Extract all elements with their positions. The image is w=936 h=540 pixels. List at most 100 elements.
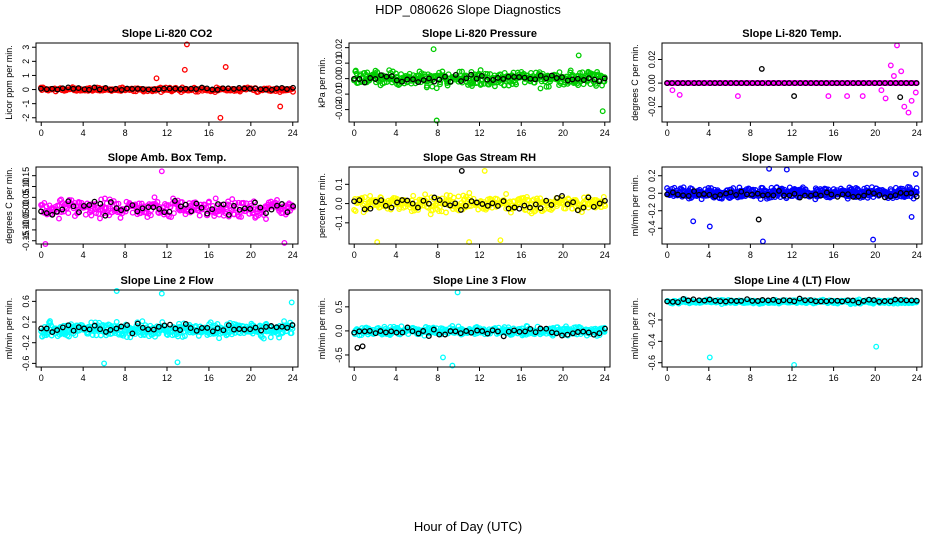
hourly-point	[145, 86, 152, 93]
hourly-point	[489, 327, 496, 334]
hourly-point	[585, 75, 592, 82]
hourly-point	[500, 198, 507, 205]
hourly-point	[388, 73, 395, 80]
hourly-point	[167, 321, 173, 328]
hourly-point	[596, 78, 603, 85]
panel-6: Slope Sample Flow ml/min per min. 0 4 8 12 16 2…	[630, 152, 923, 260]
hourly-point	[155, 86, 162, 93]
hourly-point	[786, 80, 793, 87]
outlier-point	[497, 237, 504, 244]
hourly-point	[225, 322, 232, 329]
hourly-point	[727, 80, 734, 87]
hourly-point	[473, 199, 480, 206]
panel-title: Slope Line 4 (LT) Flow	[734, 275, 850, 287]
hourly-point	[717, 298, 724, 305]
hourly-point	[420, 77, 427, 84]
hourly-point	[463, 328, 470, 334]
x-tick-label: 4	[393, 250, 398, 260]
panel-y-label: ml/min per min.	[317, 298, 327, 360]
hourly-point	[484, 202, 491, 209]
panel-2: Slope Li-820 Pressure kPa per min. 0 4 8 12 16…	[317, 28, 611, 138]
hourly-point	[209, 328, 216, 335]
x-tick-label: 4	[81, 250, 86, 260]
hourly-point	[717, 191, 724, 198]
panel-4: Slope Amb. Box Temp. degrees C per min. 0 4…	[4, 152, 299, 260]
hourly-point	[828, 191, 835, 198]
x-tick-label: 4	[706, 128, 711, 138]
hourly-point	[43, 210, 50, 217]
hourly-point	[727, 189, 734, 196]
hourly-point	[543, 197, 550, 204]
hourly-point	[701, 80, 708, 87]
hourly-point	[462, 202, 469, 209]
x-tick-label: 20	[246, 250, 256, 260]
outlier-point	[887, 62, 894, 69]
hourly-point	[585, 194, 592, 201]
hourly-point	[388, 328, 395, 335]
figure-title: HDP_080626 Slope Diagnostics	[375, 2, 561, 17]
hourly-point	[669, 189, 676, 196]
data-point	[576, 70, 583, 76]
hourly-point	[140, 86, 146, 92]
hourly-point	[236, 206, 243, 213]
data-point	[65, 210, 72, 217]
outlier-point	[870, 236, 877, 243]
hourly-point	[414, 204, 421, 211]
hourly-point	[274, 202, 280, 209]
hourly-point	[49, 329, 56, 336]
hourly-point	[97, 326, 104, 333]
hourly-point	[209, 86, 216, 93]
x-tick-label: 8	[435, 128, 440, 138]
outlier-point	[449, 362, 456, 369]
panel-5: Slope Gas Stream RH percent per min. 0 4 8 12…	[317, 152, 611, 260]
hourly-point	[284, 324, 291, 331]
outlier-point	[481, 167, 488, 174]
hourly-point	[548, 72, 555, 79]
data-point	[240, 199, 247, 206]
hourly-point	[484, 76, 491, 83]
data-point	[364, 69, 371, 76]
hourly-point	[866, 80, 872, 87]
hourly-point	[188, 208, 195, 215]
hourly-point	[733, 191, 740, 198]
hourly-point	[532, 201, 539, 208]
panel-8: Slope Line 3 Flow ml/min per min. 0 4 8 12 16 2…	[317, 275, 611, 383]
hourly-point	[447, 202, 454, 209]
hourly-point	[494, 328, 501, 335]
data-point	[433, 85, 440, 92]
data-point	[154, 199, 161, 205]
x-tick-label: 12	[162, 250, 172, 260]
data-point	[225, 198, 232, 205]
x-tick-label: 24	[912, 250, 922, 260]
hourly-point	[818, 298, 824, 305]
hourly-point	[521, 74, 528, 81]
hourly-point	[182, 85, 189, 92]
hourly-point	[685, 297, 692, 304]
outlier-point	[575, 52, 582, 59]
hourly-point	[870, 297, 877, 304]
hourly-point	[268, 206, 275, 213]
data-point	[537, 195, 544, 202]
data-point	[151, 194, 158, 201]
x-tick-label: 12	[787, 128, 797, 138]
hourly-point	[230, 202, 237, 209]
hourly-point	[526, 204, 533, 211]
panel-title: Slope Li-820 Pressure	[422, 28, 537, 40]
data-point	[410, 192, 417, 199]
y-tick-label: -0.6	[647, 355, 657, 371]
hourly-point	[511, 327, 518, 334]
outlier-point	[759, 238, 766, 245]
outlier-point	[825, 93, 832, 100]
hourly-point	[490, 77, 497, 83]
data-point	[439, 68, 446, 75]
hourly-point	[86, 86, 93, 93]
data-point	[57, 324, 64, 330]
data-point	[374, 69, 381, 76]
x-tick-label: 24	[600, 250, 610, 260]
outlier-point	[908, 97, 915, 104]
hourly-point	[574, 329, 581, 335]
hourly-point	[590, 203, 597, 210]
x-tick-label: 0	[665, 250, 670, 260]
hourly-point	[834, 193, 841, 200]
hourly-point	[257, 204, 264, 211]
